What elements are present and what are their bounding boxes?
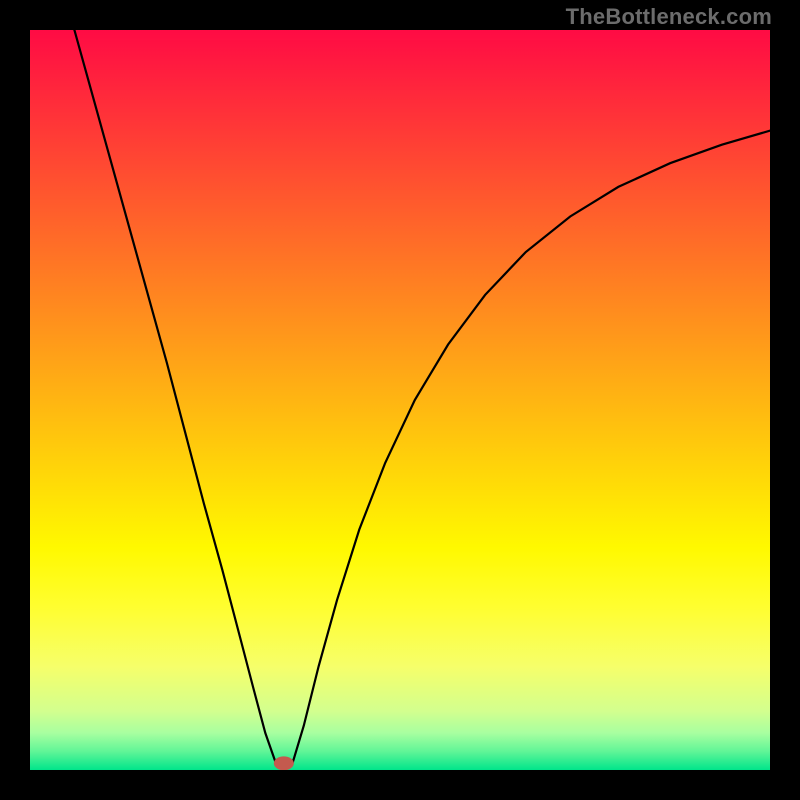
plot-area <box>30 30 770 770</box>
bottleneck-chart <box>30 30 770 770</box>
watermark-text: TheBottleneck.com <box>566 4 772 30</box>
chart-frame: TheBottleneck.com <box>0 0 800 800</box>
minimum-marker <box>274 756 294 770</box>
gradient-background <box>30 30 770 770</box>
